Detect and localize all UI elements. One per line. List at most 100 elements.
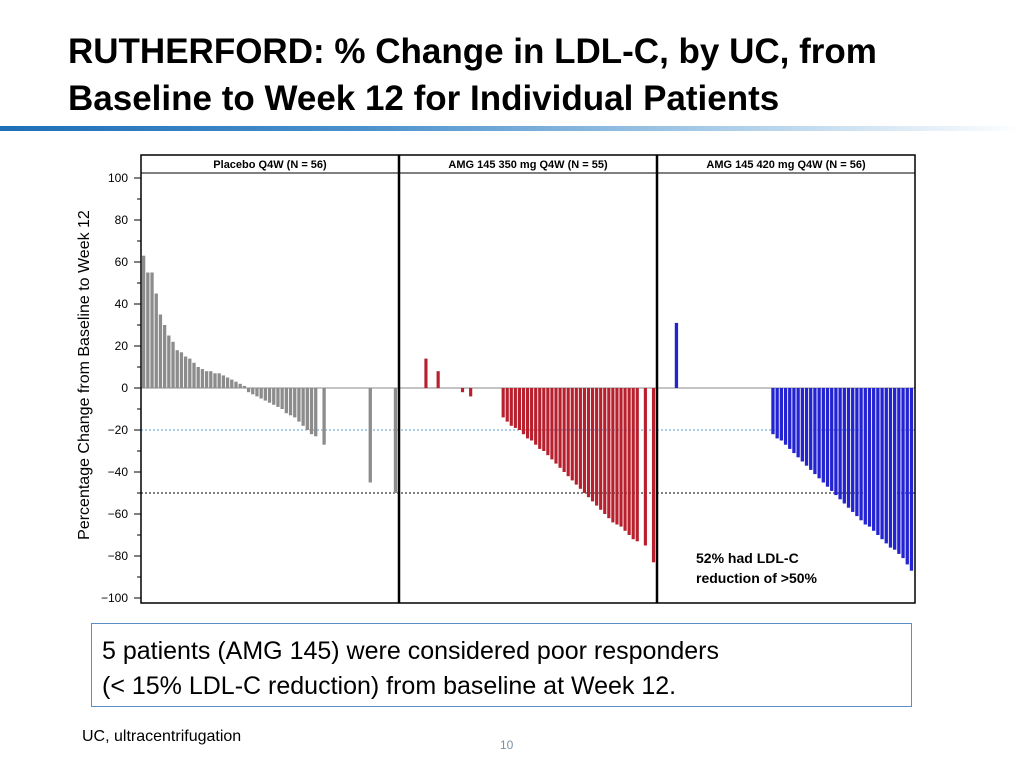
annotation-line-1: 52% had LDL-C xyxy=(696,550,799,566)
bar xyxy=(393,388,398,493)
bar xyxy=(566,388,570,477)
bar xyxy=(142,255,146,388)
bar xyxy=(817,388,821,479)
bar xyxy=(554,388,558,464)
bar xyxy=(562,388,566,472)
bar xyxy=(368,388,372,483)
callout-line-1: 5 patients (AMG 145) were considered poo… xyxy=(102,637,719,665)
bar xyxy=(897,388,901,554)
bar xyxy=(179,352,184,388)
y-tick-label: −100 xyxy=(101,591,128,605)
bar xyxy=(225,377,230,388)
annotation-line-2: reduction of >50% xyxy=(696,570,818,586)
bar xyxy=(521,388,526,435)
bar xyxy=(162,325,167,388)
bar xyxy=(651,388,656,563)
bar xyxy=(550,388,554,460)
bar xyxy=(183,356,188,388)
bar xyxy=(901,388,905,559)
slide-title-line-1: RUTHERFORD: % Change in LDL-C, by UC, fr… xyxy=(68,32,877,71)
bar xyxy=(259,388,263,399)
bar xyxy=(880,388,884,540)
callout-line-2: (< 15% LDL-C reduction) from baseline at… xyxy=(102,672,677,700)
bar xyxy=(530,388,534,441)
bar xyxy=(558,388,562,468)
title-divider xyxy=(0,126,1024,131)
bar xyxy=(796,388,800,458)
plot-frame xyxy=(140,154,916,604)
bar xyxy=(788,388,792,449)
chart-svg: 100 80 60 40 20 0 −20 −40 −60 −80 −100 Percentage C… xyxy=(76,154,916,605)
bar xyxy=(251,388,255,395)
bar xyxy=(293,388,297,418)
bar xyxy=(834,388,838,496)
y-tick-label: 100 xyxy=(108,171,128,185)
bar xyxy=(146,272,150,388)
bar xyxy=(314,388,318,437)
bar xyxy=(771,388,775,435)
page-number: 10 xyxy=(500,738,514,752)
bar xyxy=(255,388,259,397)
bar xyxy=(209,371,213,388)
bar xyxy=(246,388,251,393)
bar xyxy=(872,388,876,531)
bar xyxy=(863,388,867,525)
bar xyxy=(846,388,851,508)
bar xyxy=(627,388,631,535)
bar xyxy=(513,388,517,428)
bar xyxy=(171,341,175,388)
bar xyxy=(167,335,171,388)
bar xyxy=(192,362,196,388)
y-axis-title: Percentage Change from Baseline to Week … xyxy=(76,210,93,540)
bar xyxy=(154,293,158,388)
bar xyxy=(603,388,607,514)
bar xyxy=(884,388,888,544)
bar xyxy=(615,388,619,525)
bar xyxy=(238,383,242,388)
bar xyxy=(821,388,825,483)
bar xyxy=(230,379,234,388)
y-tick-label: −80 xyxy=(108,549,129,563)
bar xyxy=(217,373,221,388)
bar xyxy=(150,272,154,388)
bar xyxy=(297,388,301,422)
bar xyxy=(631,388,635,540)
slide-title-line-2: Baseline to Week 12 for Individual Patie… xyxy=(68,79,780,118)
y-tick-label: −40 xyxy=(108,465,129,479)
bar xyxy=(792,388,796,454)
bar xyxy=(586,388,591,498)
bar xyxy=(542,388,546,451)
bar xyxy=(909,388,914,571)
bar xyxy=(196,367,200,388)
bar xyxy=(800,388,804,462)
bar xyxy=(635,388,639,542)
footnote: UC, ultracentrifugation xyxy=(82,728,242,745)
bar xyxy=(851,388,855,512)
bar xyxy=(538,388,542,449)
bar xyxy=(322,388,326,445)
bar xyxy=(263,388,267,401)
bar xyxy=(221,375,226,388)
bar xyxy=(643,388,647,546)
bar xyxy=(525,388,530,439)
bar xyxy=(309,388,314,435)
y-tick-label: −20 xyxy=(108,423,129,437)
slide-title: RUTHERFORD: % Change in LDL-C, by UC, fr… xyxy=(68,28,1008,122)
bar xyxy=(867,388,872,527)
y-tick-label: 0 xyxy=(121,381,128,395)
bar xyxy=(830,388,834,491)
bar xyxy=(534,388,538,445)
bar xyxy=(595,388,599,506)
bar xyxy=(234,381,238,388)
bar xyxy=(859,388,863,521)
bar xyxy=(599,388,603,510)
bar xyxy=(775,388,779,439)
bar xyxy=(204,371,209,388)
bar xyxy=(574,388,578,485)
waterfall-chart: 100 80 60 40 20 0 −20 −40 −60 −80 −100 Percentage C… xyxy=(0,140,1024,620)
bar xyxy=(460,388,465,393)
bar xyxy=(284,388,288,414)
y-tick-label: 60 xyxy=(115,255,129,269)
bar xyxy=(509,388,513,426)
y-tick-label: 40 xyxy=(115,297,129,311)
